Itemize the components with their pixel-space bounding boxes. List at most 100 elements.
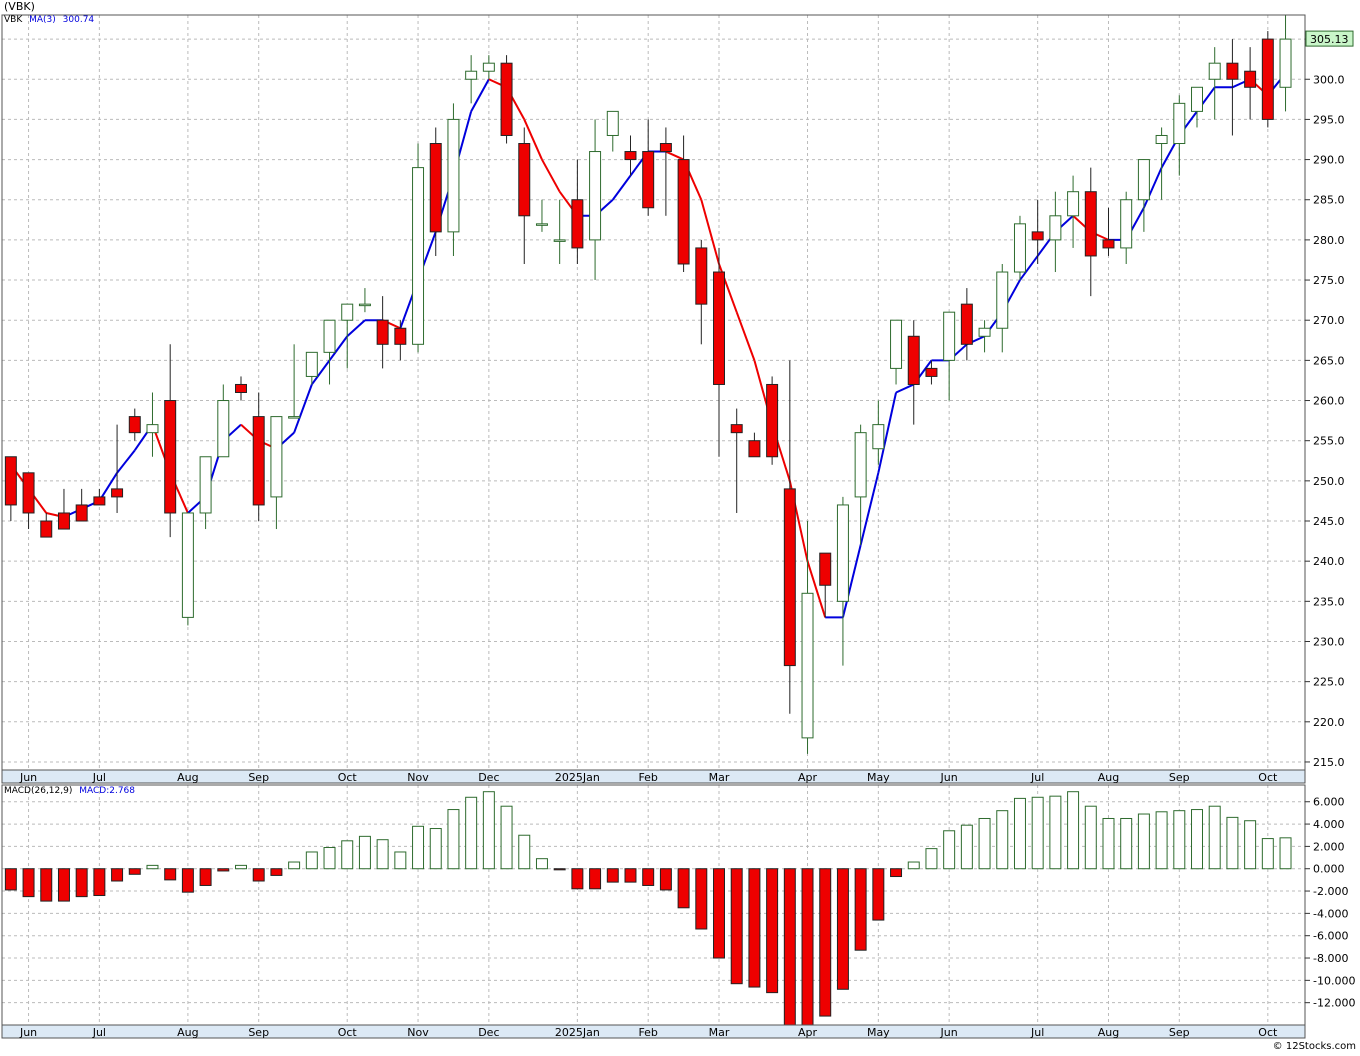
candle-body bbox=[252, 416, 265, 506]
macd-bar bbox=[1191, 809, 1203, 870]
date-axis-labels: Jun Jun Jul Jul Aug Aug Sep Sep Oct Oct Nov Nov Dec D… bbox=[19, 771, 1278, 1039]
price-tick-label: 220.0 bbox=[1313, 716, 1345, 729]
macd-tick-label: -12.000 bbox=[1313, 997, 1355, 1010]
macd-bar bbox=[677, 868, 690, 909]
macd-bar bbox=[872, 868, 885, 921]
price-tick-label: 300.0 bbox=[1313, 73, 1345, 86]
candle-body bbox=[164, 400, 177, 514]
ma-segment bbox=[116, 449, 136, 474]
last-price-tag: 305.13 bbox=[1305, 30, 1354, 47]
date-label: Sep bbox=[1169, 1026, 1190, 1039]
candle-body bbox=[1191, 86, 1203, 112]
macd-label: MACD(26,12,9) bbox=[4, 786, 73, 796]
price-tick-label: 235.0 bbox=[1313, 595, 1345, 608]
price-tick-label: 280.0 bbox=[1313, 234, 1345, 247]
date-axis-band bbox=[1, 769, 1306, 784]
macd-bar bbox=[553, 868, 566, 871]
macd-tick-label: -6.000 bbox=[1313, 930, 1348, 943]
date-label: Oct bbox=[338, 771, 358, 784]
macd-bar bbox=[819, 868, 832, 1017]
candle-body bbox=[93, 496, 106, 506]
candle-body bbox=[111, 488, 124, 498]
macd-bar bbox=[1279, 837, 1292, 870]
candle-body bbox=[1102, 239, 1115, 249]
date-label: Aug bbox=[1098, 1026, 1119, 1039]
date-label: Apr bbox=[798, 1026, 818, 1039]
credit-text: © 12Stocks.com bbox=[1272, 1041, 1356, 1052]
candle-body bbox=[4, 456, 17, 506]
date-label: Jun bbox=[19, 771, 37, 784]
macd-bar bbox=[217, 868, 230, 872]
candle-body bbox=[1279, 38, 1292, 88]
ma-segment bbox=[841, 544, 862, 618]
candle-body bbox=[535, 223, 548, 226]
date-label: Apr bbox=[798, 771, 818, 784]
legend-symbol: VBK bbox=[4, 15, 23, 25]
macd-bar bbox=[1084, 805, 1097, 870]
macd-bar bbox=[358, 835, 371, 870]
candle-body bbox=[553, 239, 566, 242]
macd-bar bbox=[907, 861, 920, 870]
macd-bar bbox=[960, 824, 973, 870]
candle-body bbox=[606, 110, 619, 136]
macd-bar bbox=[1137, 813, 1150, 870]
candle-body bbox=[482, 62, 495, 72]
legend-ma-label: MA(3) bbox=[29, 15, 56, 25]
date-label: Sep bbox=[248, 1026, 269, 1039]
candle-body bbox=[801, 592, 814, 739]
date-label: Jun bbox=[940, 1026, 958, 1039]
price-tick-label: 290.0 bbox=[1313, 154, 1345, 167]
panel-frames bbox=[1, 14, 1306, 1039]
date-label: Feb bbox=[638, 771, 657, 784]
date-label: May bbox=[867, 771, 890, 784]
candle-body bbox=[1084, 191, 1097, 257]
macd-bar bbox=[836, 868, 849, 990]
macd-bar bbox=[1067, 791, 1080, 870]
ma-segment bbox=[735, 311, 756, 361]
price-tick-label: 240.0 bbox=[1313, 555, 1345, 568]
candle-body bbox=[571, 199, 584, 249]
candlesticks bbox=[4, 15, 1292, 754]
last-price-box bbox=[1305, 30, 1354, 47]
ma-segment bbox=[806, 560, 827, 618]
macd-bar bbox=[341, 840, 354, 870]
macd-bar bbox=[270, 868, 283, 876]
ma-segment bbox=[346, 319, 366, 338]
ma-segment bbox=[98, 472, 118, 502]
candle-body bbox=[323, 319, 336, 353]
macd-tick-label: 6.000 bbox=[1313, 796, 1345, 809]
price-tick-label: 265.0 bbox=[1313, 354, 1345, 367]
legend-ma-value: 300.74 bbox=[62, 15, 95, 25]
candle-body bbox=[376, 319, 389, 345]
candle-body bbox=[872, 424, 885, 450]
candle-body bbox=[181, 512, 194, 618]
candle-body bbox=[1155, 134, 1168, 145]
date-label: Oct bbox=[338, 1026, 358, 1039]
candle-body bbox=[659, 143, 672, 153]
macd-bar bbox=[1120, 817, 1133, 870]
date-label: Jun bbox=[19, 1026, 37, 1039]
date-label: Jul bbox=[1030, 1026, 1044, 1039]
macd-bar bbox=[624, 868, 637, 883]
candle-body bbox=[677, 159, 690, 265]
candle-body bbox=[341, 303, 354, 321]
date-label: Jun bbox=[940, 771, 958, 784]
date-label: Sep bbox=[248, 771, 269, 784]
macd-legend: MACD(26,12,9) MACD:2.768 bbox=[4, 786, 135, 796]
candle-body bbox=[40, 520, 53, 538]
candle-body bbox=[925, 367, 938, 377]
macd-bar bbox=[1013, 797, 1026, 870]
candle-body bbox=[589, 151, 602, 241]
macd-bar bbox=[996, 810, 1009, 870]
macd-bar bbox=[925, 848, 938, 870]
candle-body bbox=[1049, 215, 1062, 241]
date-label: Dec bbox=[478, 771, 499, 784]
macd-bar bbox=[181, 868, 194, 893]
macd-histogram bbox=[4, 791, 1292, 1026]
macd-tick-label: -4.000 bbox=[1313, 907, 1348, 920]
candle-body bbox=[1208, 62, 1221, 80]
date-label: Oct bbox=[1258, 771, 1278, 784]
price-tick-label: 255.0 bbox=[1313, 435, 1345, 448]
candle-body bbox=[1244, 70, 1257, 88]
date-label: Sep bbox=[1169, 771, 1190, 784]
